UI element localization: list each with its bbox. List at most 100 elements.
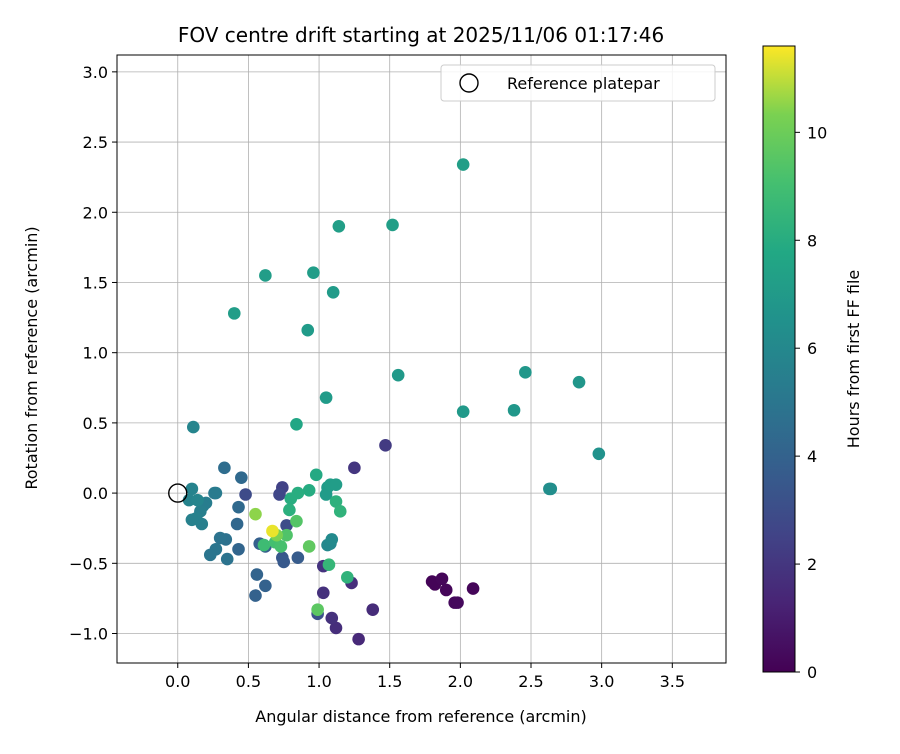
data-point [451,596,464,609]
colorbar-tick-label: 6 [807,339,817,358]
data-point [232,542,245,556]
data-point [250,568,264,581]
data-point [543,482,556,496]
x-axis-label: Angular distance from reference (arcmin) [255,707,586,726]
x-tick-label: 0.5 [236,672,261,691]
x-tick-label: 1.5 [377,672,402,691]
data-point [325,611,339,625]
data-point [290,417,303,431]
data-point [572,375,586,389]
data-point [348,461,361,475]
y-tick-label: 2.5 [83,133,108,152]
data-point [319,391,333,404]
data-point [507,403,521,417]
plot-frame [116,54,727,664]
data-point [280,528,293,542]
data-point [326,286,340,299]
data-point [239,488,252,501]
x-tick-label: 3.5 [660,672,685,691]
colorbar-tick-label: 8 [807,231,817,250]
colorbar-tick-label: 0 [807,663,817,682]
data-point [230,517,244,531]
data-point [309,468,323,482]
data-point [435,572,449,586]
y-axis-ticks: −1.0 −0.5 0.0 0.5 1.0 1.5 2.0 2.5 3.0 [69,63,117,644]
data-point [185,482,199,496]
data-point [341,571,354,584]
y-tick-label: 2.0 [83,203,108,222]
data-point [456,405,470,418]
data-point [191,493,204,507]
data-point [311,603,324,616]
colorbar-label: Hours from first FF file [844,270,863,449]
colorbar-tick-label: 4 [807,447,817,466]
data-point [283,503,296,517]
colorbar-ticks: 0 2 4 6 8 10 [795,123,827,682]
colorbar-tick-label: 2 [807,555,817,574]
data-point [466,582,480,595]
legend-reference-marker [459,73,479,93]
data-point [218,461,231,475]
data-point [302,540,316,553]
data-point [257,538,271,552]
data-point [519,366,532,379]
data-point [185,513,199,527]
data-point [274,540,288,553]
data-point [259,269,272,282]
x-axis-ticks: 0.0 0.5 1.0 1.5 2.0 2.5 3.0 3.5 [165,663,685,691]
data-point [319,488,333,501]
data-point [284,492,298,506]
data-point [266,524,279,538]
x-tick-label: 2.5 [518,672,543,691]
data-point [329,621,343,635]
chart-title: FOV centre drift starting at 2025/11/06 … [178,23,664,47]
x-tick-label: 2.0 [448,672,473,691]
data-point [203,548,217,562]
grid-lines [117,55,726,663]
y-tick-label: 1.5 [83,273,108,292]
data-point [332,220,346,233]
colorbar: 0 2 4 6 8 10 Hours from first FF file [762,45,863,682]
data-point [302,483,316,497]
data-point [277,555,291,569]
data-point [391,368,405,382]
data-point [291,551,305,564]
legend-entry-reference: Reference platepar [507,74,660,93]
data-point [273,488,286,501]
y-tick-label: 1.0 [83,344,108,363]
data-point [249,589,262,602]
data-point [213,531,227,545]
legend: Reference platepar [440,64,716,102]
data-point [456,158,470,171]
data-point [259,579,272,593]
data-point [301,323,315,337]
data-point [187,420,200,434]
legend-box [440,64,716,102]
data-point [280,519,293,532]
data-point [235,471,248,484]
colorbar-tick-label: 10 [807,123,827,142]
data-point [333,505,347,518]
data-point [366,603,380,616]
data-point [322,558,336,572]
y-tick-label: −1.0 [69,625,108,644]
x-tick-label: 0.0 [165,672,190,691]
data-point [439,583,453,597]
data-point [220,552,234,566]
colorbar-gradient [762,45,796,673]
y-axis-label: Rotation from reference (arcmin) [22,226,41,489]
data-points [182,158,606,646]
data-point [329,478,343,491]
data-point [227,307,241,320]
y-tick-label: 3.0 [83,63,108,82]
data-point [325,533,339,546]
reference-marker [168,483,188,503]
data-point [316,586,330,600]
data-point [209,486,223,500]
data-point [290,514,303,528]
x-tick-label: 1.0 [306,672,331,691]
data-point [386,218,399,232]
data-point [352,632,365,646]
